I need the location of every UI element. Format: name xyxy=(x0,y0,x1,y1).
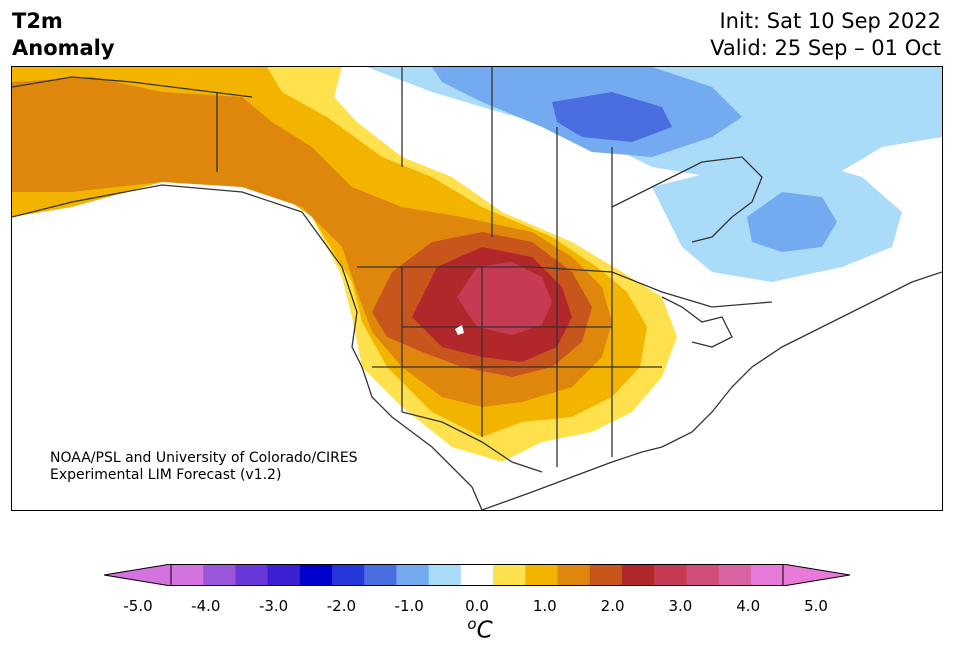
hudson-bay xyxy=(611,156,763,243)
geographic-boundaries xyxy=(12,67,942,510)
colorbar-bin xyxy=(460,564,494,586)
colorbar-bin xyxy=(589,564,623,586)
colorbar-bin xyxy=(621,564,655,586)
canada-province-lines xyxy=(216,67,613,272)
colorbar-bin xyxy=(686,564,720,586)
colorbar-bin xyxy=(364,564,397,586)
alaska-coast xyxy=(12,76,253,98)
colorbar-low-extend xyxy=(103,563,172,587)
colorbar-bin xyxy=(396,564,430,586)
credit-line-org: NOAA/PSL and University of Colorado/CIRE… xyxy=(50,450,358,466)
colorbar-bin xyxy=(557,564,591,586)
east-coast xyxy=(661,271,942,448)
colorbar-bin xyxy=(203,564,236,586)
warm-contour-3.0 xyxy=(457,262,552,335)
colorbar-tick-label: 2.0 xyxy=(600,597,625,615)
title-line-anomaly: Anomaly xyxy=(12,36,115,60)
great-lakes xyxy=(661,296,733,348)
colorbar-outline xyxy=(170,564,784,586)
title-line-variable: T2m xyxy=(12,9,63,33)
colorbar-tick-label: -1.0 xyxy=(394,597,424,615)
colorbar xyxy=(103,563,851,587)
colorbar-bin xyxy=(235,564,269,586)
colorbar-bin xyxy=(267,564,301,586)
colorbar-bin xyxy=(332,564,365,586)
colorbar-tick-label: -4.0 xyxy=(191,597,221,615)
colorbar-high-extend xyxy=(782,563,851,587)
gulf-coast xyxy=(481,446,663,510)
cool-contour-1.5-north xyxy=(552,92,672,142)
unit-degree: o xyxy=(467,615,477,633)
unit-letter: C xyxy=(476,617,493,644)
colorbar-bin xyxy=(718,564,752,586)
colorbar-svg xyxy=(103,563,851,587)
cool-contour-1.0-east xyxy=(747,192,837,252)
colorbar-bin xyxy=(525,564,559,586)
colorbar-bin xyxy=(654,564,687,586)
colorbar-bin xyxy=(299,564,333,586)
colorbar-tick-label: -5.0 xyxy=(123,597,153,615)
colorbar-bin xyxy=(493,564,526,586)
init-date: Init: Sat 10 Sep 2022 xyxy=(719,9,941,33)
colorbar-unit: oC xyxy=(467,615,492,644)
colorbar-tick-label: 5.0 xyxy=(804,597,828,615)
credit-line-model: Experimental LIM Forecast (v1.2) xyxy=(50,467,282,483)
west-coast xyxy=(12,184,483,510)
colorbar-tick-label: 3.0 xyxy=(668,597,693,615)
colorbar-bin xyxy=(171,564,204,586)
colorbar-bin xyxy=(750,564,784,586)
us-mexico-border xyxy=(401,411,543,473)
us-state-lines xyxy=(372,267,662,467)
colorbar-tick-label: 1.0 xyxy=(532,597,557,615)
colorbar-tick-label: -2.0 xyxy=(326,597,357,615)
anomaly-shading xyxy=(12,67,942,462)
map-canvas xyxy=(12,67,942,510)
anomaly-map: NOAA/PSL and University of Colorado/CIRE… xyxy=(11,66,943,511)
map-title: T2m Anomaly xyxy=(12,8,115,62)
forecast-credit: NOAA/PSL and University of Colorado/CIRE… xyxy=(50,450,358,484)
colorbar-tick-label: 4.0 xyxy=(736,597,761,615)
forecast-dates: Init: Sat 10 Sep 2022 Valid: 25 Sep – 01… xyxy=(710,8,941,62)
valid-dates: Valid: 25 Sep – 01 Oct xyxy=(710,36,941,60)
small-neutral-patch xyxy=(455,325,464,335)
colorbar-tick-label: -3.0 xyxy=(258,597,289,615)
colorbar-tick-label: 0.0 xyxy=(465,597,489,615)
colorbar-bin xyxy=(428,564,462,586)
